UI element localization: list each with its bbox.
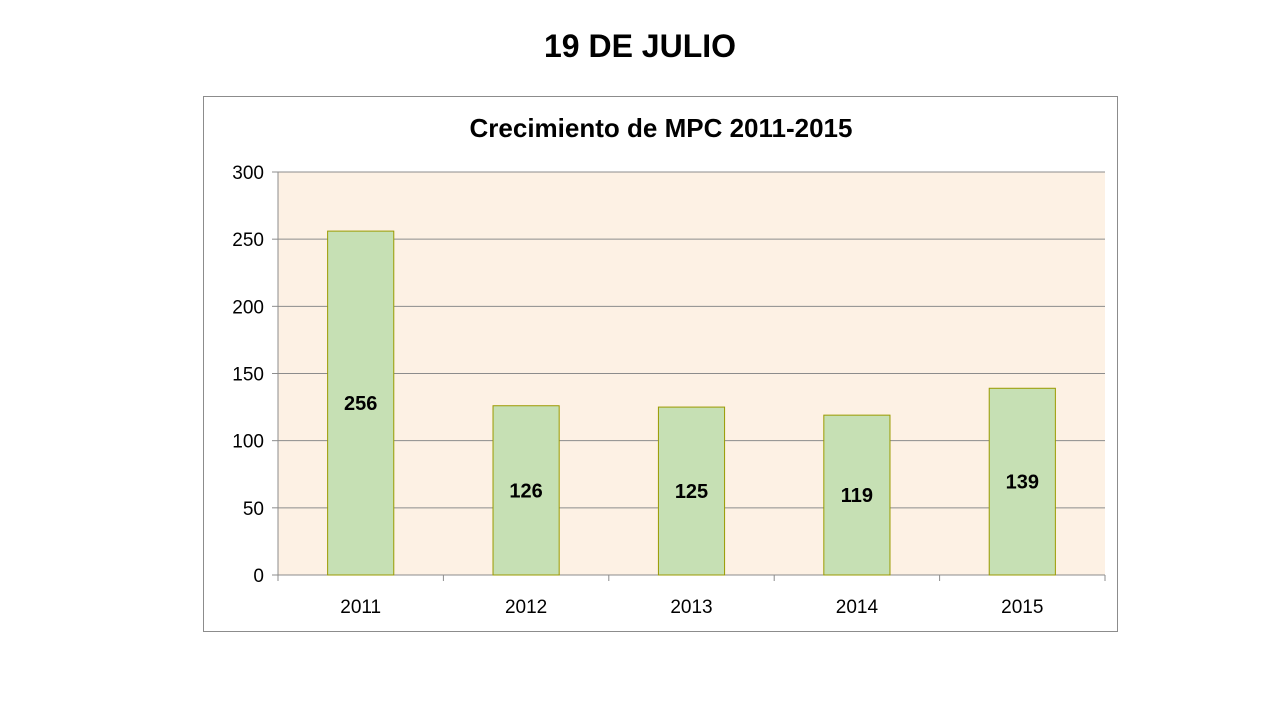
y-tick-label: 150	[232, 365, 264, 386]
x-tick-label: 2013	[670, 597, 712, 618]
x-tick-label: 2011	[340, 597, 381, 618]
data-label: 139	[1006, 472, 1039, 494]
x-tick-label: 2015	[1001, 597, 1043, 618]
bar	[823, 414, 891, 576]
y-tick-label: 50	[243, 499, 264, 520]
bar	[327, 230, 395, 576]
data-label: 125	[675, 481, 708, 503]
bar	[988, 387, 1056, 576]
x-tick-label: 2012	[505, 597, 547, 618]
y-tick-label: 0	[253, 566, 264, 587]
x-tick-label: 2014	[836, 597, 879, 618]
chart-title: Crecimiento de MPC 2011-2015	[470, 113, 853, 143]
slide-title: 19 DE JULIO	[543, 28, 737, 64]
y-tick-label: 250	[232, 230, 264, 251]
bar-chart: Crecimiento de MPC 2011-2015 0 50 100 150 20…	[232, 113, 1106, 618]
data-label: 119	[841, 485, 873, 507]
bar	[657, 406, 726, 576]
data-label: 256	[344, 393, 377, 415]
y-tick-label: 300	[232, 163, 264, 184]
data-label: 126	[509, 480, 542, 502]
chart-container: Crecimiento de MPC 2011-2015 0 50 100 150 20…	[203, 96, 1118, 632]
y-tick-label: 200	[232, 297, 264, 318]
y-tick-label: 100	[232, 432, 264, 453]
bar	[492, 405, 560, 576]
